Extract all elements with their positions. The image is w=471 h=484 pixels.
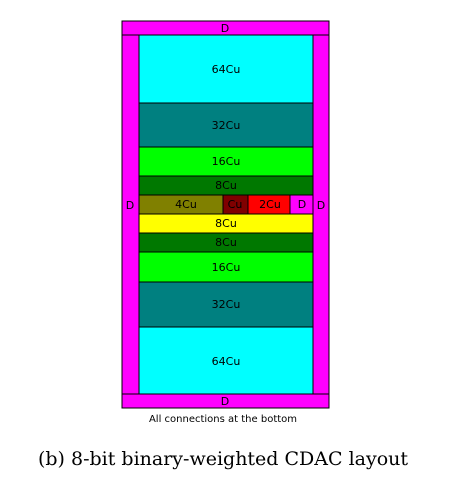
dummy-left-label: D <box>126 199 134 212</box>
block-16cu-bottom <box>138 251 314 283</box>
capacitor-blocks: 64Cu 32Cu 16Cu 8Cu 4Cu Cu 2Cu D 8Cu 8Cu … <box>138 34 314 395</box>
block-dummy-unit-label: D <box>298 198 306 211</box>
figure-caption: (b) 8-bit binary-weighted CDAC layout <box>37 448 409 470</box>
block-32cu-top-label: 32Cu <box>212 119 241 132</box>
block-64cu-top-label: 64Cu <box>212 63 241 76</box>
block-1cu-label: Cu <box>228 198 243 211</box>
block-8cu-bottom-label: 8Cu <box>215 236 237 249</box>
dummy-top-label: D <box>221 22 229 35</box>
block-32cu-bottom-label: 32Cu <box>212 298 241 311</box>
connections-note: All connections at the bottom <box>148 414 298 425</box>
block-32cu-bottom <box>138 281 314 328</box>
block-16cu-top <box>138 146 314 177</box>
block-2cu-label: 2Cu <box>259 198 281 211</box>
block-16cu-top-label: 16Cu <box>212 155 241 168</box>
block-64cu-bottom-label: 64Cu <box>212 355 241 368</box>
block-64cu-bottom <box>138 326 314 395</box>
block-16cu-bottom-label: 16Cu <box>212 261 241 274</box>
block-32cu-top <box>138 102 314 148</box>
dummy-right-label: D <box>317 199 325 212</box>
block-8cu-top-label: 8Cu <box>215 179 237 192</box>
dummy-bottom-label: D <box>221 395 229 408</box>
dummy-left-bar <box>121 34 140 395</box>
dummy-right-bar <box>312 34 330 395</box>
block-8cu-yellow-label: 8Cu <box>215 217 237 230</box>
block-4cu-label: 4Cu <box>175 198 197 211</box>
